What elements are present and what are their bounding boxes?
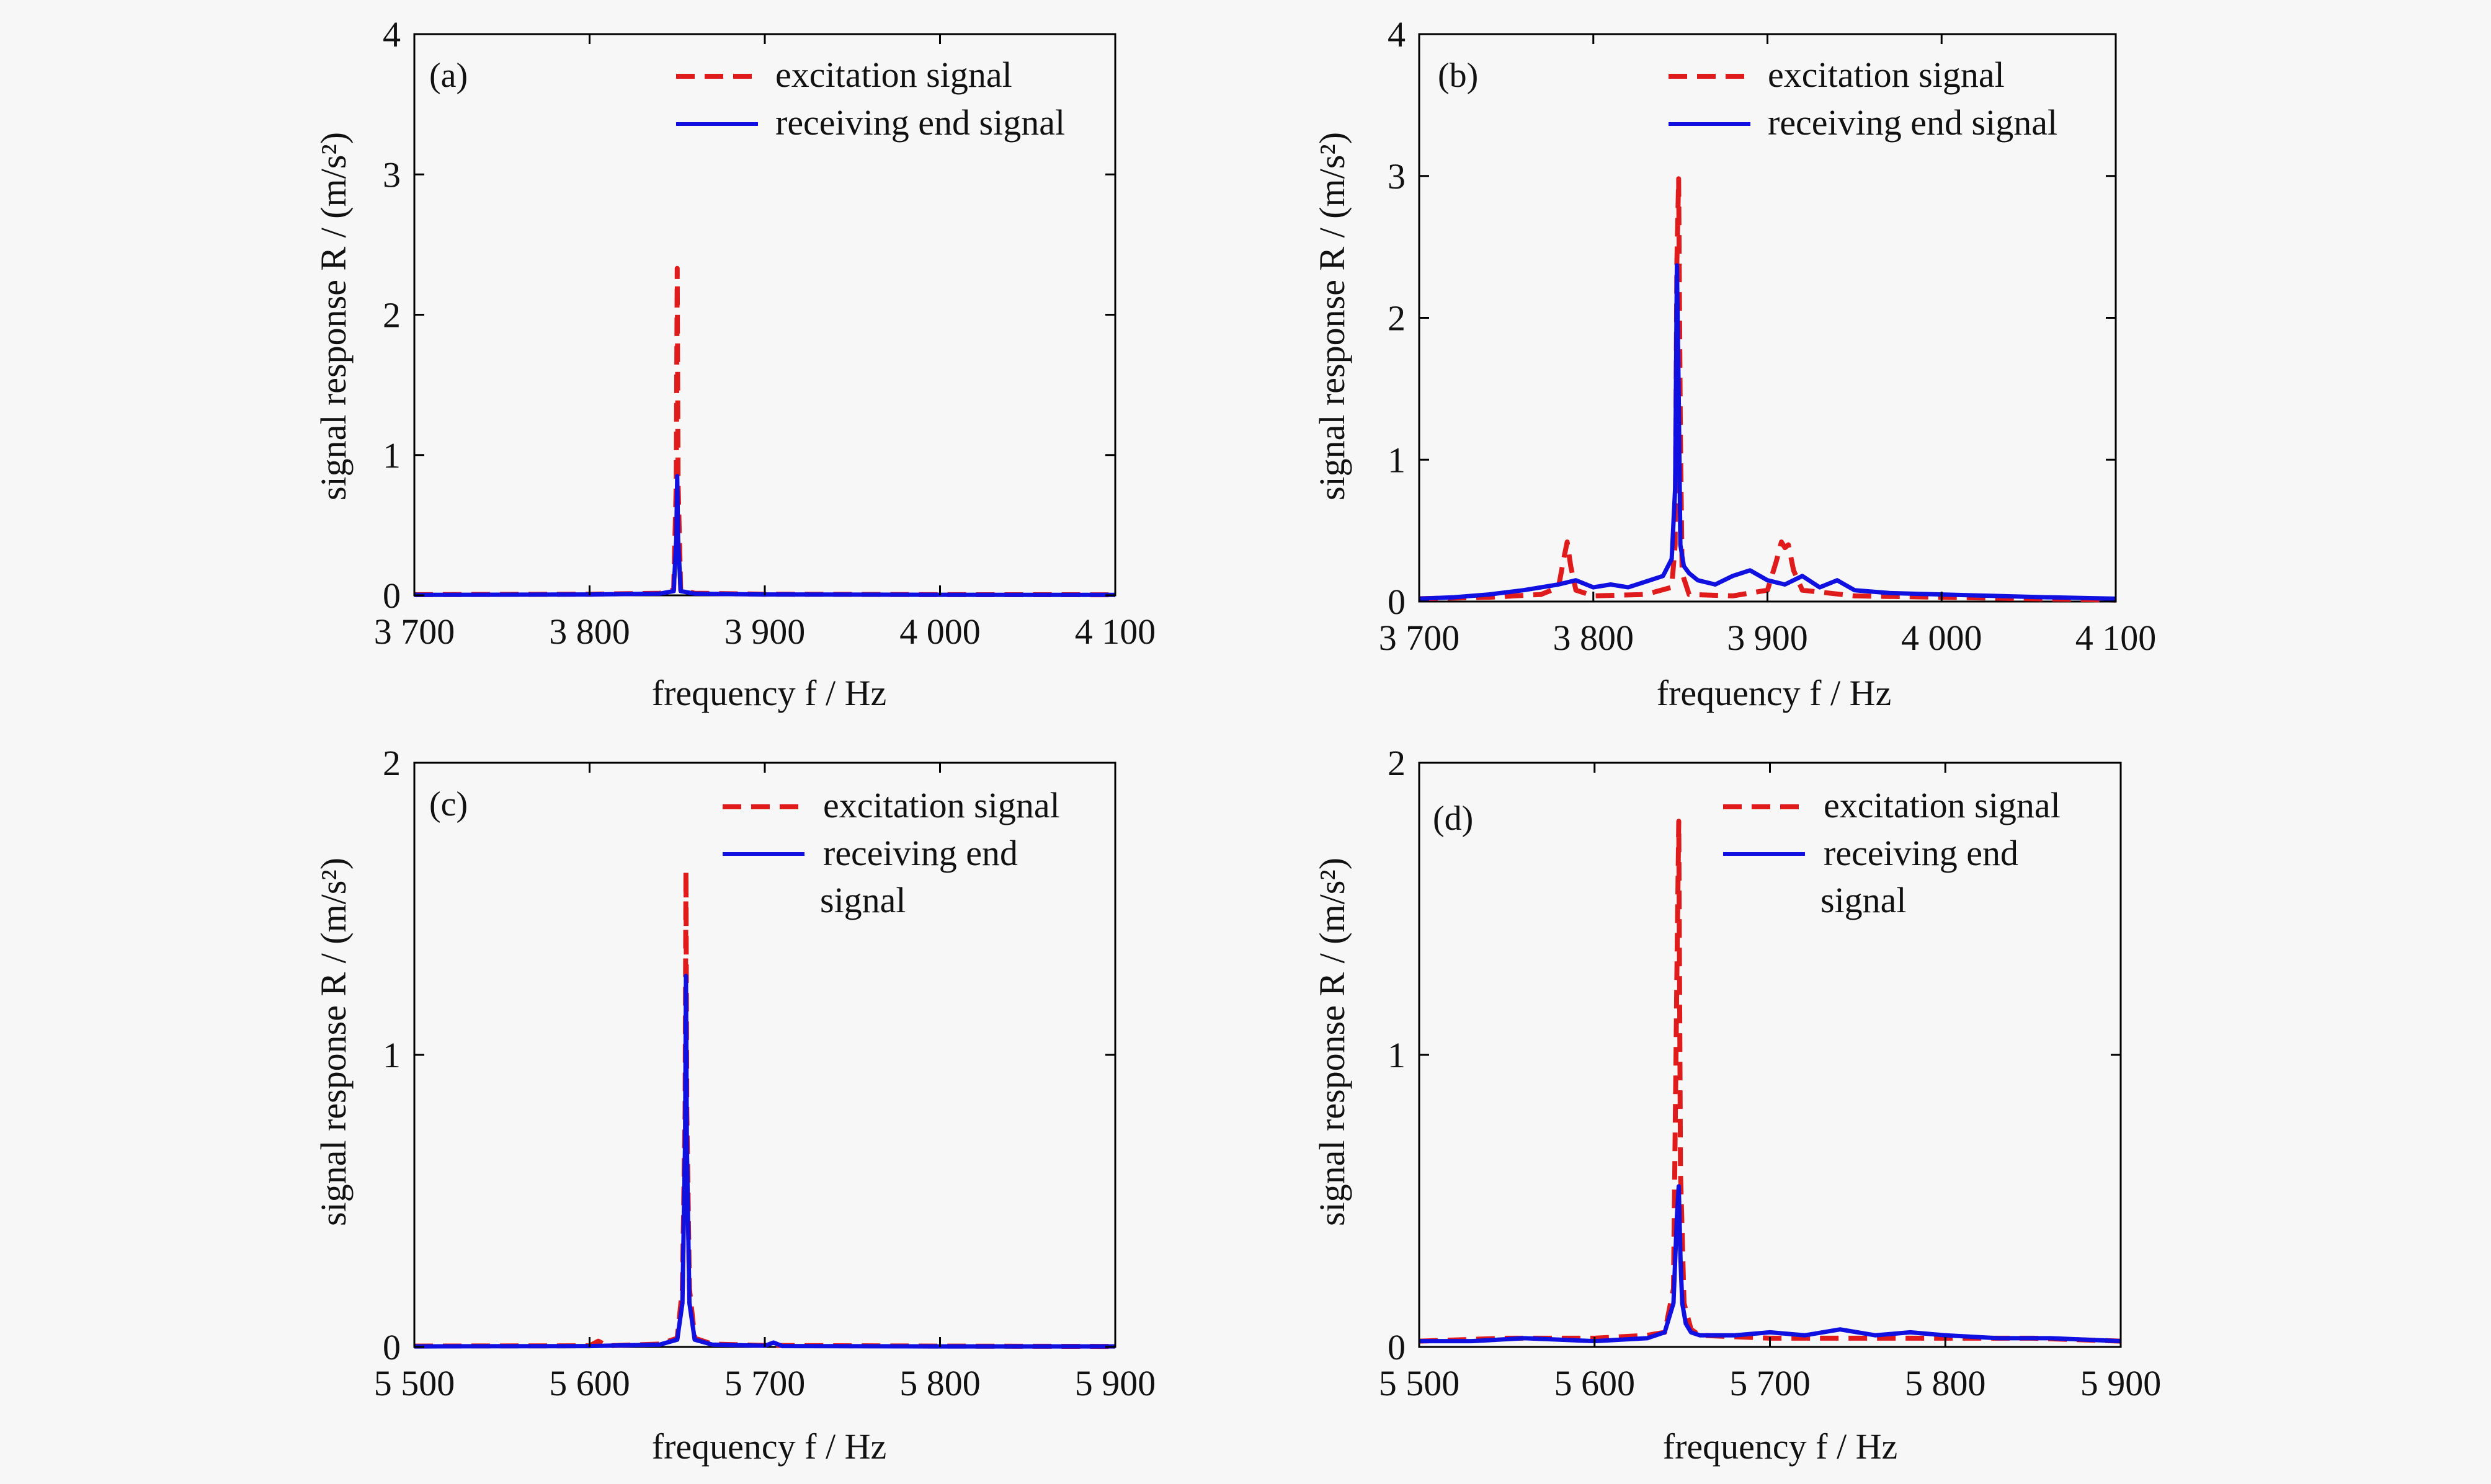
x-tick-label-d-4: 5 900 xyxy=(2080,1363,2162,1403)
legend-d: excitation signal receiving end signal xyxy=(1723,785,2061,920)
chart-panel-b: (b) frequency f / Hz signal response R /… xyxy=(1312,14,2156,713)
x-axis-label-d: frequency f / Hz xyxy=(1663,1426,1897,1467)
legend-label-excitation-b: excitation signal xyxy=(1768,55,2005,95)
y-tick-label-a-4: 4 xyxy=(383,14,401,55)
y-tick-label-a-0: 0 xyxy=(383,575,401,616)
y-tick-label-d-2: 2 xyxy=(1388,743,1406,783)
legend-label-receiving-a: receiving end signal xyxy=(775,102,1065,143)
legend-label-receiving-d: receiving end signal xyxy=(1820,833,2018,920)
legend-label-excitation-c: excitation signal xyxy=(823,785,1060,825)
x-tick-label-b-0: 3 700 xyxy=(1379,618,1460,658)
legend-label-receiving-b: receiving end signal xyxy=(1768,102,2057,143)
x-axis-label-c: frequency f / Hz xyxy=(652,1426,886,1467)
legend-label-excitation-d: excitation signal xyxy=(1824,785,2061,825)
y-axis-label-c: signal response R / (m/s²) xyxy=(313,858,354,1226)
legend-label-receiving-c: receiving end signal xyxy=(820,833,1018,920)
panel-label-d: (d) xyxy=(1433,799,1473,838)
x-tick-label-c-4: 5 900 xyxy=(1075,1363,1156,1403)
y-tick-label-a-1: 1 xyxy=(383,435,401,476)
x-axis-label-b: frequency f / Hz xyxy=(1657,673,1891,713)
panel-label-c: (c) xyxy=(429,785,468,824)
legend-label-excitation-a: excitation signal xyxy=(775,55,1012,95)
panel-label-a: (a) xyxy=(429,56,468,95)
x-tick-label-a-1: 3 800 xyxy=(549,611,630,652)
x-tick-label-d-2: 5 700 xyxy=(1729,1363,1811,1403)
series-group-a xyxy=(414,265,1116,598)
series-receiving-line-b xyxy=(1419,263,2116,601)
x-tick-label-d-0: 5 500 xyxy=(1379,1363,1460,1403)
x-tick-label-d-3: 5 800 xyxy=(1905,1363,1986,1403)
x-tick-label-c-1: 5 600 xyxy=(549,1363,630,1403)
y-tick-label-d-0: 0 xyxy=(1388,1327,1406,1367)
legend-a: excitation signal receiving end signal xyxy=(676,55,1065,143)
series-excitation-line-d xyxy=(1419,819,2121,1344)
chart-panel-c: (c) frequency f / Hz signal response R /… xyxy=(313,743,1156,1467)
x-tick-label-a-4: 4 100 xyxy=(1075,611,1156,652)
series-receiving-line-c xyxy=(414,974,1115,1349)
series-group-c xyxy=(414,868,1116,1349)
series-receiving-line-d xyxy=(1419,1184,2121,1344)
x-tick-label-b-4: 4 100 xyxy=(2075,618,2157,658)
y-axis-label-a: signal response R / (m/s²) xyxy=(313,132,354,500)
x-tick-label-c-3: 5 800 xyxy=(899,1363,981,1403)
x-axis-label-a: frequency f / Hz xyxy=(652,673,886,713)
y-tick-label-c-0: 0 xyxy=(383,1327,401,1367)
y-tick-label-b-1: 1 xyxy=(1388,440,1406,480)
x-tick-label-b-1: 3 800 xyxy=(1553,618,1634,658)
legend-b: excitation signal receiving end signal xyxy=(1669,55,2057,143)
series-group-b xyxy=(1419,176,2116,603)
series-group-d xyxy=(1419,819,2121,1344)
legend-c: excitation signal receiving end signal xyxy=(723,785,1060,920)
x-tick-label-c-2: 5 700 xyxy=(724,1363,806,1403)
y-tick-label-c-1: 1 xyxy=(383,1035,401,1075)
chart-panel-a: (a) frequency f / Hz signal response R /… xyxy=(313,14,1156,713)
y-tick-label-a-3: 3 xyxy=(383,154,401,195)
y-tick-label-a-2: 2 xyxy=(383,295,401,335)
series-excitation-line-b xyxy=(1419,176,2116,603)
series-receiving-line-a xyxy=(414,474,1116,597)
y-tick-label-b-3: 3 xyxy=(1388,156,1406,197)
x-tick-label-a-0: 3 700 xyxy=(374,611,455,652)
y-tick-label-b-2: 2 xyxy=(1388,298,1406,339)
y-tick-label-b-0: 0 xyxy=(1388,582,1406,622)
panel-label-b: (b) xyxy=(1438,56,1478,95)
y-axis-label-b: signal response R / (m/s²) xyxy=(1312,132,1352,500)
x-tick-label-c-0: 5 500 xyxy=(374,1363,455,1403)
x-tick-label-d-1: 5 600 xyxy=(1554,1363,1636,1403)
chart-panel-d: (d) frequency f / Hz signal response R /… xyxy=(1312,743,2161,1467)
y-axis-label-d: signal response R / (m/s²) xyxy=(1312,858,1352,1226)
y-tick-label-d-1: 1 xyxy=(1388,1035,1406,1075)
x-tick-label-a-3: 4 000 xyxy=(899,611,981,652)
x-tick-label-b-2: 3 900 xyxy=(1727,618,1808,658)
y-tick-label-b-4: 4 xyxy=(1388,14,1406,55)
x-tick-label-b-3: 4 000 xyxy=(1901,618,1982,658)
x-tick-label-a-2: 3 900 xyxy=(724,611,806,652)
y-tick-label-c-2: 2 xyxy=(383,743,401,783)
